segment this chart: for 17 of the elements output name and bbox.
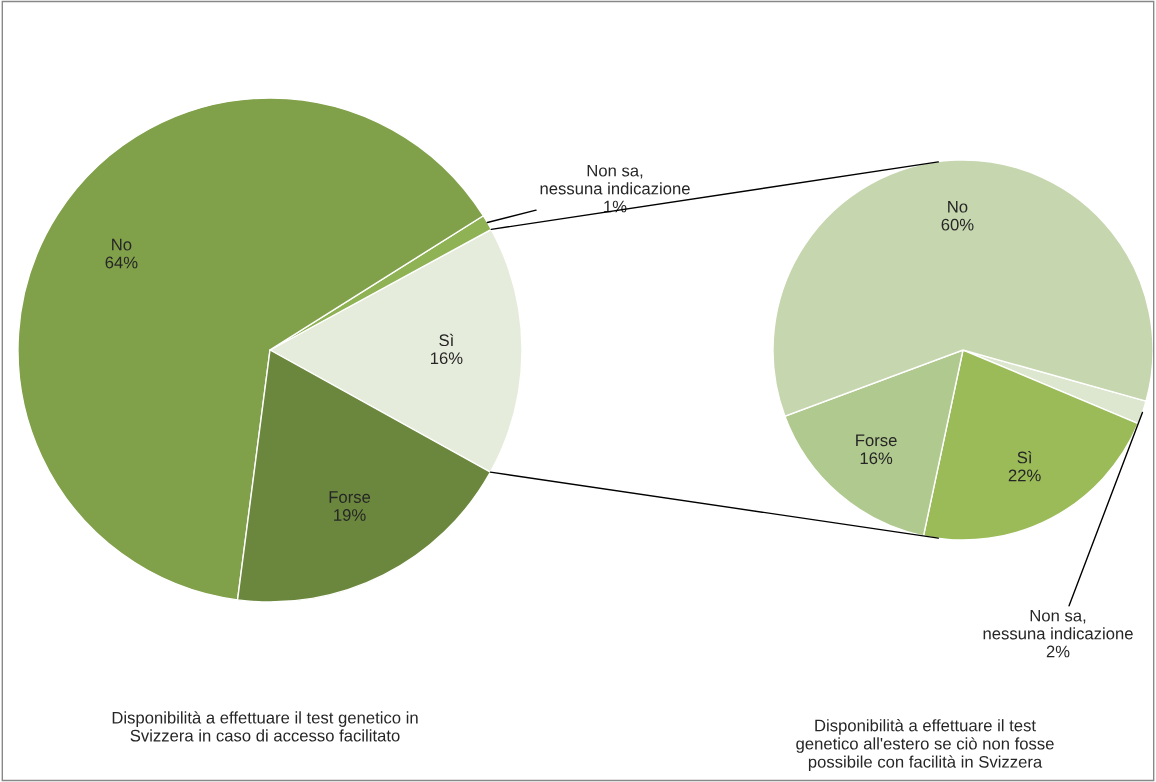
data-label: 22% — [1008, 469, 1041, 482]
data-label: 19% — [334, 509, 366, 521]
slice-label: Non sa, nessuna indicazione — [540, 164, 690, 195]
text: Disponibilità a effettuare il test genetico in Svizzera in caso di accesso facilitato — [112, 711, 418, 742]
data-label: 64% — [105, 256, 138, 269]
data-label: 16% — [430, 352, 463, 365]
slice-label: Sì — [1017, 450, 1032, 464]
slice-label: Non sa, nessuna indicazione — [983, 609, 1133, 640]
slice-label: No — [112, 238, 132, 251]
slice-label: No — [948, 200, 968, 213]
data-label: 16% — [860, 452, 893, 465]
text: Disponibilità a effettuare il test genetico all'estero se ciò non fosse possibile con facilità in Svizzera — [796, 718, 1054, 772]
data-label: 2% — [1046, 645, 1070, 658]
slice-label: Forse — [329, 491, 371, 503]
slice-label: Forse — [856, 434, 897, 447]
data-label: 60% — [941, 218, 974, 231]
slice-label: Sì — [439, 333, 454, 347]
